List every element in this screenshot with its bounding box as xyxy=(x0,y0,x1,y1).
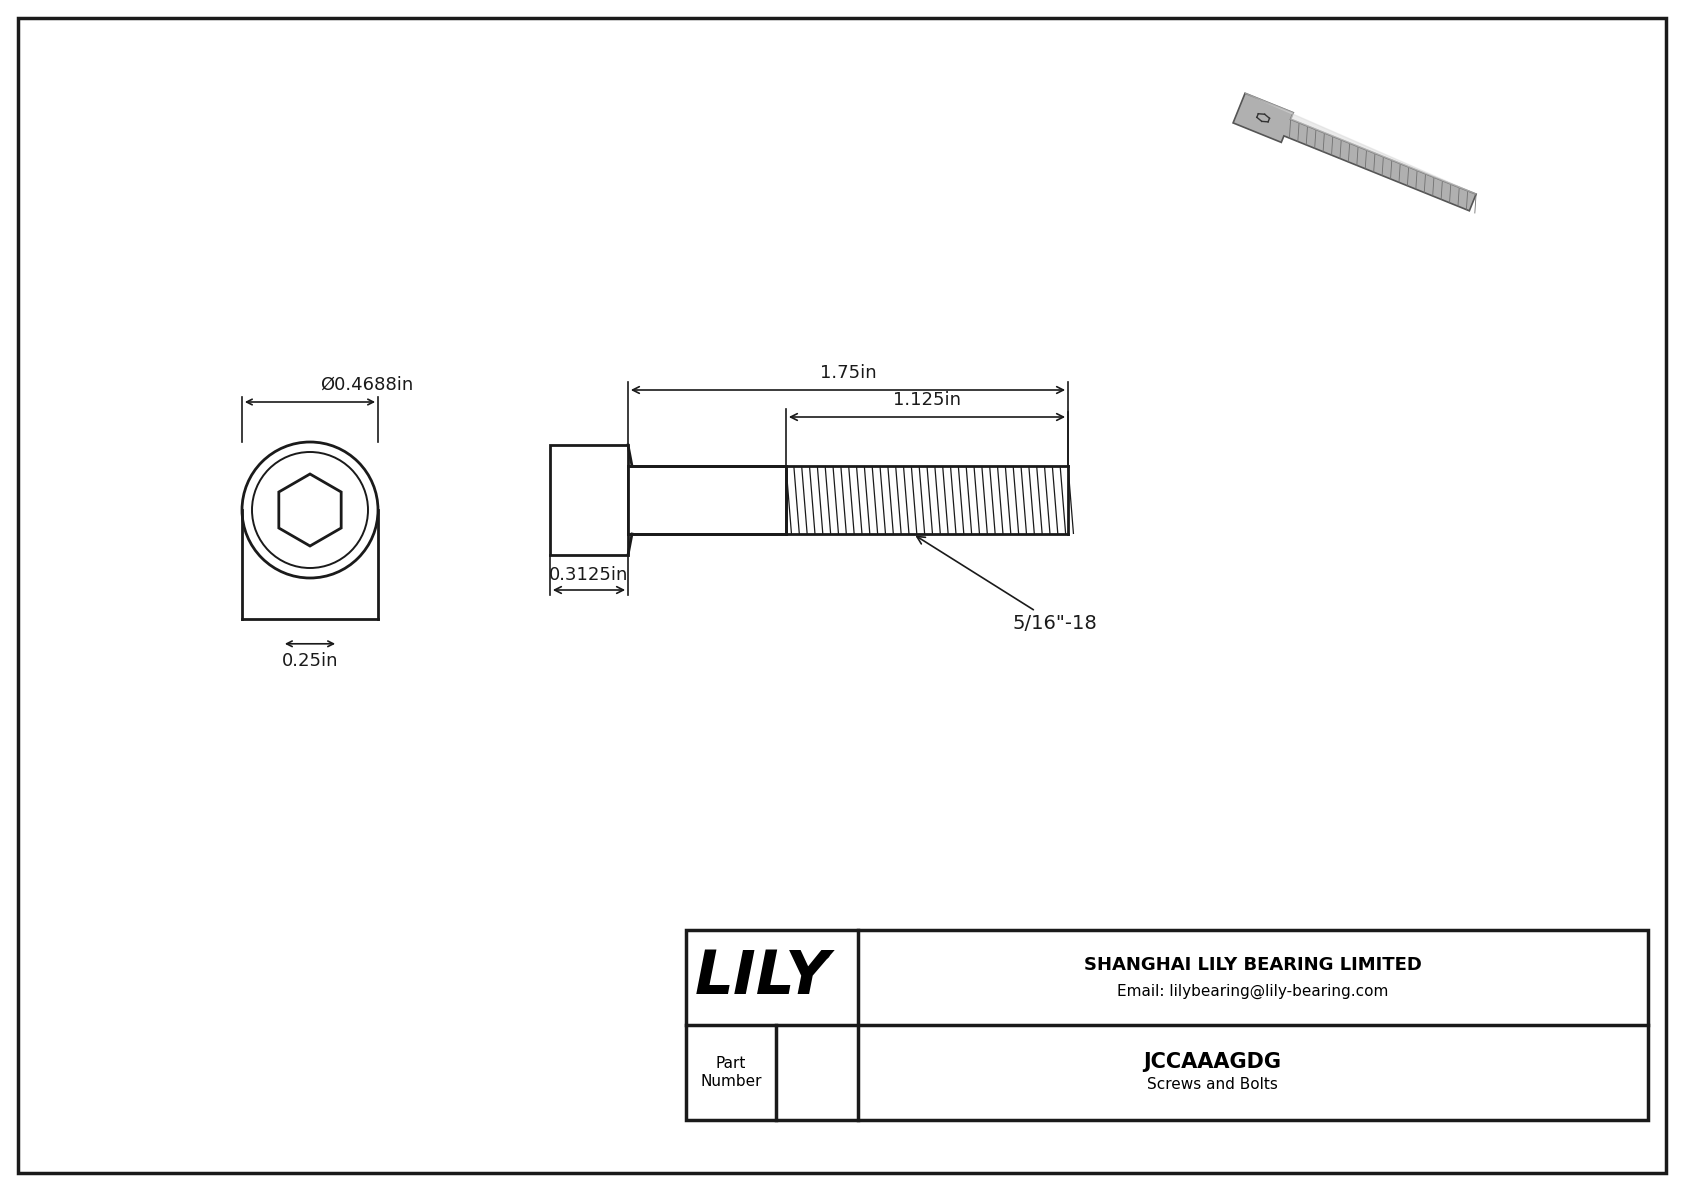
Text: Part
Number: Part Number xyxy=(701,1056,761,1089)
Polygon shape xyxy=(280,474,342,545)
Bar xyxy=(685,930,1649,1120)
Text: SHANGHAI LILY BEARING LIMITED: SHANGHAI LILY BEARING LIMITED xyxy=(1084,956,1421,974)
Text: ®: ® xyxy=(818,949,830,962)
Text: Screws and Bolts: Screws and Bolts xyxy=(1147,1077,1278,1092)
Text: 1.75in: 1.75in xyxy=(820,364,876,382)
Text: 0.25in: 0.25in xyxy=(281,651,338,669)
Polygon shape xyxy=(1233,93,1477,211)
Polygon shape xyxy=(1244,93,1477,194)
Text: Email: lilybearing@lily-bearing.com: Email: lilybearing@lily-bearing.com xyxy=(1116,984,1389,999)
Text: LILY: LILY xyxy=(694,948,830,1008)
Bar xyxy=(628,466,786,534)
Bar xyxy=(786,466,1068,534)
Bar xyxy=(685,930,1649,1120)
Bar xyxy=(551,445,628,555)
Text: 0.3125in: 0.3125in xyxy=(549,566,628,584)
Text: 5/16"-18: 5/16"-18 xyxy=(916,536,1098,632)
Text: 1.125in: 1.125in xyxy=(893,391,962,409)
Circle shape xyxy=(242,442,377,578)
Text: JCCAAAGDG: JCCAAAGDG xyxy=(1143,1053,1282,1073)
Text: Ø0.4688in: Ø0.4688in xyxy=(320,376,413,394)
